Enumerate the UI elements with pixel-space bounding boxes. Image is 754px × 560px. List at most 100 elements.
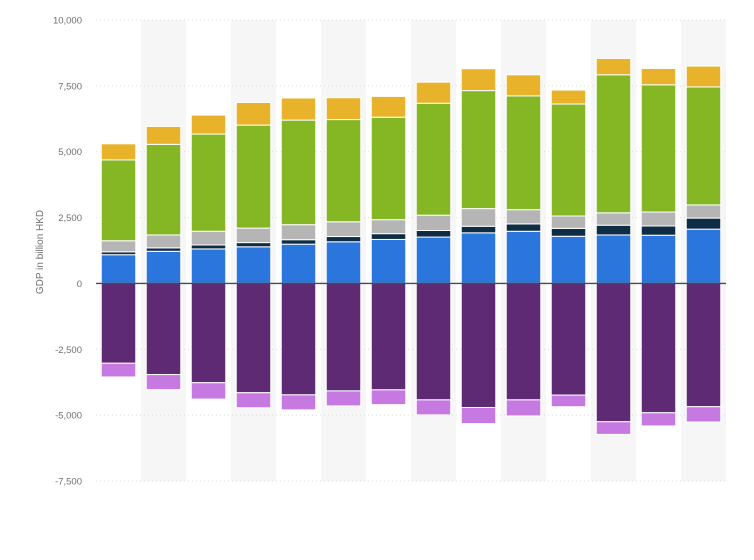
y-tick-label: 10,000	[53, 16, 82, 27]
bar-segment-3[interactable]	[640, 211, 677, 227]
bar-segment-1[interactable]	[595, 234, 632, 284]
bar-segment-6[interactable]	[235, 282, 272, 394]
bar-segment-6[interactable]	[280, 282, 317, 396]
bar-segment-6[interactable]	[685, 282, 722, 408]
bar-segment-1[interactable]	[235, 246, 272, 284]
bar-segment-7[interactable]	[325, 390, 362, 407]
bar-segment-5[interactable]	[550, 89, 587, 105]
bar-segment-2[interactable]	[685, 217, 722, 230]
bar-segment-5[interactable]	[685, 65, 722, 88]
bar-segment-1[interactable]	[550, 235, 587, 284]
bar-segment-5[interactable]	[640, 67, 677, 86]
bar-segment-3[interactable]	[145, 234, 182, 249]
bar-segment-1[interactable]	[415, 236, 452, 284]
bar-segment-2[interactable]	[325, 236, 362, 243]
bar-segment-4[interactable]	[460, 90, 497, 210]
bar-segment-2[interactable]	[145, 247, 182, 252]
bar-segment-1[interactable]	[100, 254, 137, 284]
bar-segment-4[interactable]	[640, 84, 677, 213]
bar-segment-6[interactable]	[190, 282, 227, 384]
bar-segment-3[interactable]	[595, 212, 632, 226]
bar-segment-7[interactable]	[595, 421, 632, 435]
bar-segment-7[interactable]	[640, 412, 677, 427]
bar-segment-4[interactable]	[550, 103, 587, 217]
bar-segment-7[interactable]	[460, 407, 497, 425]
bar-segment-7[interactable]	[685, 406, 722, 423]
bar-segment-7[interactable]	[145, 374, 182, 391]
bar-segment-3[interactable]	[370, 219, 407, 235]
bar-segment-2[interactable]	[460, 225, 497, 234]
bar-segment-4[interactable]	[100, 159, 137, 242]
bar-segment-4[interactable]	[190, 133, 227, 232]
bar-segment-5[interactable]	[235, 101, 272, 126]
bar-segment-5[interactable]	[280, 97, 317, 121]
bar-segment-2[interactable]	[640, 225, 677, 236]
bar-segment-5[interactable]	[460, 68, 497, 92]
bar-segment-1[interactable]	[460, 232, 497, 284]
bar-segment-1[interactable]	[280, 243, 317, 284]
bar-segment-7[interactable]	[550, 394, 587, 408]
bar-segment-3[interactable]	[415, 214, 452, 231]
bar-segment-5[interactable]	[595, 57, 632, 76]
bar-segment-2[interactable]	[415, 229, 452, 238]
bar-segment-3[interactable]	[190, 230, 227, 246]
bar-segment-4[interactable]	[280, 119, 317, 226]
bar-segment-2[interactable]	[235, 242, 272, 248]
bar-segment-7[interactable]	[190, 382, 227, 400]
bar-segment-1[interactable]	[685, 228, 722, 284]
bar-segment-4[interactable]	[415, 102, 452, 216]
bar-segment-4[interactable]	[505, 95, 542, 211]
bar-segment-3[interactable]	[550, 215, 587, 229]
bar-segment-5[interactable]	[190, 114, 227, 135]
bar-segment-7[interactable]	[415, 399, 452, 416]
bar-segment-6[interactable]	[640, 282, 677, 414]
bar-segment-4[interactable]	[325, 119, 362, 223]
bar-segment-6[interactable]	[550, 282, 587, 396]
bar-segment-2[interactable]	[550, 227, 587, 237]
bar-segment-6[interactable]	[595, 282, 632, 423]
bar-segment-6[interactable]	[370, 282, 407, 391]
bar-segment-2[interactable]	[280, 239, 317, 245]
bar-segment-1[interactable]	[190, 248, 227, 284]
bar-segment-3[interactable]	[100, 240, 137, 253]
bar-segment-6[interactable]	[100, 282, 137, 364]
bar-segment-3[interactable]	[505, 209, 542, 225]
bar-segment-3[interactable]	[235, 227, 272, 244]
bar-segment-5[interactable]	[325, 97, 362, 121]
bar-segment-2[interactable]	[190, 244, 227, 250]
y-tick-label: 5,000	[58, 147, 82, 158]
bar-segment-2[interactable]	[505, 223, 542, 232]
bar-segment-5[interactable]	[145, 125, 182, 145]
bar-segment-7[interactable]	[370, 389, 407, 406]
bar-segment-1[interactable]	[370, 238, 407, 284]
bar-segment-2[interactable]	[370, 233, 407, 240]
bar-segment-7[interactable]	[280, 394, 317, 411]
bar-segment-4[interactable]	[595, 74, 632, 214]
bar-segment-1[interactable]	[640, 234, 677, 284]
bar-segment-5[interactable]	[370, 95, 407, 118]
bar-segment-1[interactable]	[325, 241, 362, 284]
bar-segment-6[interactable]	[505, 282, 542, 401]
bar-segment-6[interactable]	[145, 282, 182, 376]
bar-segment-5[interactable]	[505, 74, 542, 97]
bar-segment-6[interactable]	[325, 282, 362, 392]
bar-segment-3[interactable]	[325, 221, 362, 238]
bar-segment-4[interactable]	[685, 86, 722, 206]
bar-segment-5[interactable]	[415, 81, 452, 104]
bar-segment-7[interactable]	[100, 362, 137, 378]
bar-segment-7[interactable]	[505, 399, 542, 417]
bar-segment-4[interactable]	[145, 143, 182, 236]
bar-stacks	[100, 57, 722, 435]
bar-segment-5[interactable]	[100, 143, 137, 161]
bar-segment-6[interactable]	[460, 282, 497, 409]
bar-segment-7[interactable]	[235, 392, 272, 409]
bar-segment-6[interactable]	[415, 282, 452, 401]
bar-segment-4[interactable]	[370, 116, 407, 221]
bar-segment-3[interactable]	[685, 204, 722, 219]
bar-segment-3[interactable]	[280, 224, 317, 241]
bar-segment-3[interactable]	[460, 208, 497, 227]
bar-segment-1[interactable]	[505, 230, 542, 284]
bar-segment-4[interactable]	[235, 124, 272, 229]
bar-segment-1[interactable]	[145, 250, 182, 284]
bar-segment-2[interactable]	[595, 224, 632, 236]
